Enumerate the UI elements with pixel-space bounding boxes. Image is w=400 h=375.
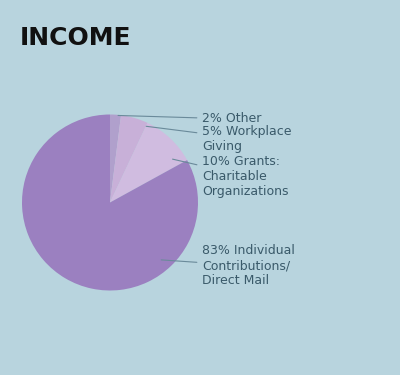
Text: 2% Other: 2% Other: [118, 112, 262, 125]
Wedge shape: [22, 114, 198, 291]
Wedge shape: [110, 115, 148, 202]
Text: 83% Individual
Contributions/
Direct Mail: 83% Individual Contributions/ Direct Mai…: [161, 244, 295, 287]
Wedge shape: [110, 114, 121, 202]
Text: 5% Workplace
Giving: 5% Workplace Giving: [146, 125, 292, 153]
Text: INCOME: INCOME: [20, 26, 132, 50]
Text: 10% Grants:
Charitable
Organizations: 10% Grants: Charitable Organizations: [172, 154, 289, 198]
Wedge shape: [110, 123, 187, 202]
